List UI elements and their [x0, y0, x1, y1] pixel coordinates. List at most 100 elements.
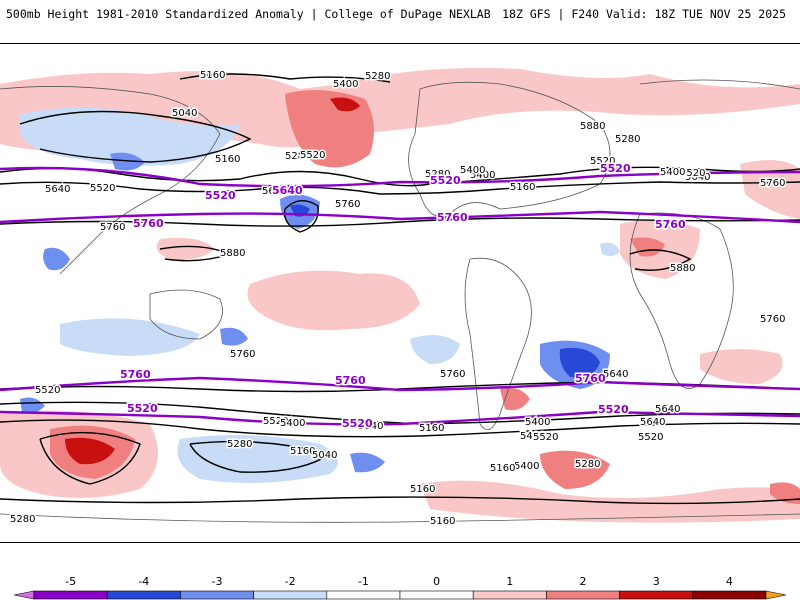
contour-label-major: 5640 — [272, 184, 303, 197]
purple-contour-5760-north — [0, 210, 800, 224]
contour-label: 5280 — [10, 514, 35, 525]
contour-label-major: 5520 — [600, 162, 631, 175]
contour-5520-south — [0, 419, 800, 438]
contour-label: 5520 — [590, 156, 615, 167]
south-pacific-negative — [410, 335, 460, 364]
contour-label: 5640 — [603, 369, 628, 380]
contour-5040-siberia — [19, 110, 252, 163]
colorbar-min-arrow — [13, 590, 35, 600]
contour-label: 5280 — [425, 169, 450, 180]
contour-label: 5160 — [490, 463, 515, 474]
anomaly-map: 5160 5280 5400 5040 5160 5280 5520 5400 5280 5640… — [0, 43, 800, 543]
south-america-outline — [464, 257, 532, 431]
contour-label-major: 5760 — [655, 218, 686, 231]
siberia-trough — [110, 152, 145, 171]
contour-label: 5760 — [335, 199, 360, 210]
colorbar-tick-label: 0 — [433, 575, 440, 588]
contour-label: 5160 — [290, 446, 315, 457]
colorbar-tick-label: -1 — [358, 575, 369, 588]
contour-5880-africa — [629, 249, 692, 271]
colorbar-segment — [692, 590, 767, 600]
colorbar-max-arrow — [765, 590, 787, 600]
colorbar-canvas: -5-4-3-2-1012345 — [13, 575, 800, 600]
south-atlantic-trough-core — [559, 347, 600, 378]
coastlines — [0, 79, 800, 523]
contour-label: 5760 — [100, 222, 125, 233]
southern-ocean-positive-edge — [770, 482, 800, 504]
colorbar-segment — [33, 590, 108, 600]
contour-label: 5520 — [533, 432, 558, 443]
purple-contour-5520-south — [0, 410, 800, 426]
colorbar-tick-label: -5 — [65, 575, 76, 588]
contour-label: 5400 — [660, 167, 685, 178]
contour-5640-north — [0, 181, 800, 195]
contour-5160-antarctic — [0, 496, 800, 505]
colorbar-segment — [546, 590, 620, 600]
contour-label: 5400 — [460, 165, 485, 176]
contour-label: 5400 — [520, 431, 545, 442]
siberia-negative — [20, 107, 240, 166]
contour-label: 5760 — [760, 314, 785, 325]
contour-label-major: 5520 — [342, 417, 373, 430]
australia-outline — [149, 289, 223, 340]
contour-label-major: 5520 — [205, 189, 236, 202]
contour-5520-ridge — [39, 431, 141, 485]
contour-5040-southern-ocean — [189, 440, 332, 473]
contour-label: 5760 — [230, 349, 255, 360]
colorbar-segment — [106, 590, 181, 600]
contour-5760-north — [0, 217, 800, 227]
negative-anomaly-fill — [20, 107, 620, 483]
southern-ocean-negative-core — [350, 452, 385, 473]
map-title: 500mb Height 1981-2010 Standardized Anom… — [6, 7, 491, 21]
contour-label-major: 5520 — [430, 174, 461, 187]
colorbar-segment — [180, 590, 254, 600]
model-run-info: 18Z GFS | F240 Valid: 18Z TUE NOV 25 202… — [502, 7, 786, 21]
indian-ocean-negative-core — [220, 327, 248, 346]
purple-contour-labels: 5520 5640 5520 5520 5760 5760 5760 5760 5760 5760… — [119, 161, 688, 432]
contour-label: 5400 — [514, 461, 539, 472]
atlantic-negative-small — [600, 242, 620, 257]
contour-label: 5400 — [280, 418, 305, 429]
contour-5880-pacific — [159, 245, 233, 262]
contour-label: 5160 — [510, 182, 535, 193]
colorbar-tick-label: 1 — [506, 575, 513, 588]
contour-label: 5160 — [200, 70, 225, 81]
contour-label-major: 5520 — [598, 403, 629, 416]
contour-label-major: 5520 — [127, 402, 158, 415]
contour-label: 5880 — [580, 121, 605, 132]
contour-label: 5760 — [760, 178, 785, 189]
colorbar-tick-label: -2 — [285, 575, 296, 588]
colorbar-tick-label: -3 — [212, 575, 223, 588]
contour-label-major: 5760 — [437, 211, 468, 224]
colorbar-segment — [399, 590, 474, 600]
colorbar-tick-label: 3 — [653, 575, 660, 588]
contour-5520-north — [0, 166, 800, 187]
contour-label: 5520 — [263, 416, 288, 427]
contour-label-major: 5760 — [133, 217, 164, 230]
contour-label: 5280 — [285, 151, 310, 162]
contour-label: 5400 — [333, 79, 358, 90]
colorbar-tick-label: 4 — [726, 575, 733, 588]
purple-contour-5520-north — [0, 166, 800, 188]
contour-label: 5640 — [655, 404, 680, 415]
contour-label: 5640 — [685, 172, 710, 183]
southern-ocean-positive — [420, 480, 800, 523]
contour-label: 5520 — [90, 183, 115, 194]
contour-label: 5880 — [220, 248, 245, 259]
contour-label: 5160 — [419, 423, 444, 434]
east-africa-positive — [700, 349, 783, 384]
colorbar-segment — [253, 590, 328, 600]
contour-label: 5160 — [215, 154, 240, 165]
colorbar-segments — [13, 590, 787, 600]
asia-positive — [740, 160, 800, 219]
contour-5160-north — [179, 73, 391, 83]
colorbar-segment — [619, 590, 694, 600]
colorbar-tick-label: 2 — [580, 575, 587, 588]
contour-cutoff-low — [283, 200, 319, 233]
indian-ocean-negative-band — [60, 318, 200, 356]
colorbar-tick-label: -4 — [138, 575, 149, 588]
contour-label: 5640 — [262, 186, 287, 197]
contour-label: 5040 — [358, 421, 383, 432]
contour-label: 5280 — [227, 439, 252, 450]
